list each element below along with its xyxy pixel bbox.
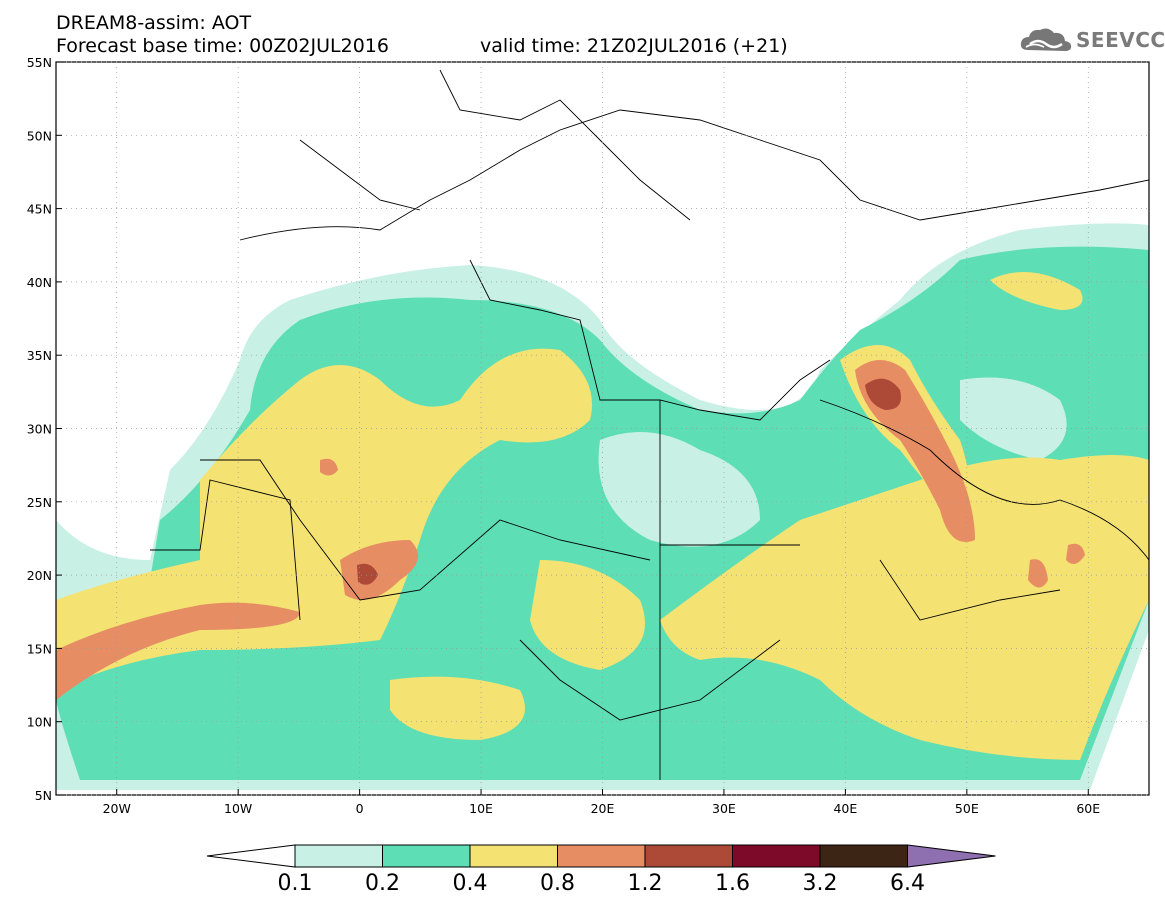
lat-label: 5N [35,788,52,803]
lat-label: 45N [27,202,52,217]
lat-label: 40N [27,275,52,290]
lat-label: 30N [27,422,52,437]
colorbar-box [732,844,821,868]
lon-label: 10E [469,801,493,816]
lat-label: 20N [27,568,52,583]
lon-label: 60E [1076,801,1100,816]
cloud-icon [1020,28,1072,51]
colorbar-high-triangle [907,844,996,868]
seevccc-logo: SEEVCCC [1018,24,1165,56]
lon-label: 20E [591,801,615,816]
lat-label: 50N [27,128,52,143]
lat-label: 15N [27,641,52,656]
aot-band-1.2 [865,378,901,410]
axis-tick-labels: 55N 50N 45N 40N 35N 30N 25N 20N 15N 10N 5N 20W 10W 0 1… [27,55,1101,816]
map-title: DREAM8-assim: AOT [56,12,252,34]
colorbar-label: 0.4 [453,871,488,896]
colorbar-label: 1.6 [715,871,750,896]
lon-label: 50E [955,801,979,816]
lon-label: 0 [356,801,364,816]
forecast-base-time: Forecast base time: 00Z02JUL2016 [56,35,389,57]
colorbar-box [469,844,558,868]
colorbar-labels: 0.1 0.2 0.4 0.8 1.2 1.6 3.2 6.4 [278,871,926,896]
colorbar-label: 0.8 [540,871,575,896]
lon-label: 40E [833,801,857,816]
grid-lines [56,61,1149,796]
lon-label: 30E [712,801,736,816]
colorbar-boxes [206,844,996,868]
colorbar-box [382,844,471,868]
colorbar-low-triangle [206,844,296,868]
colorbar-label: 1.2 [628,871,663,896]
valid-time: valid time: 21Z02JUL2016 (+21) [480,35,788,57]
aot-band-0.4 [56,348,592,690]
colorbar-box [557,844,646,868]
colorbar-box [819,844,908,868]
colorbar-box [644,844,733,868]
colorbar-label: 6.4 [890,871,925,896]
lat-label: 35N [27,348,52,363]
country-borders [150,69,1150,780]
lat-label: 25N [27,495,52,510]
logo-text: SEEVCCC [1076,28,1165,52]
lon-label: 20W [103,801,131,816]
colorbar-label: 0.1 [278,871,313,896]
lat-label: 55N [27,55,52,70]
lat-label: 10N [27,715,52,730]
colorbar-label: 3.2 [803,871,838,896]
colorbar-label: 0.2 [365,871,400,896]
lon-label: 10W [224,801,252,816]
colorbar-box [294,844,383,868]
